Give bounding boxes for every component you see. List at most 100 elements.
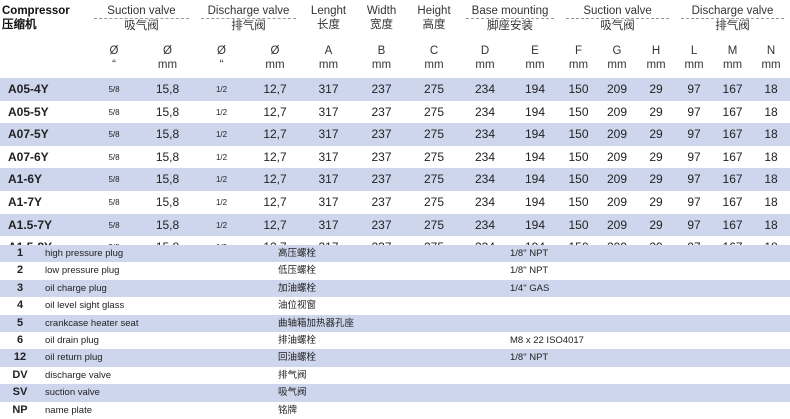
symbol: L <box>690 45 698 57</box>
cell: 18 <box>764 149 778 164</box>
cell: 18 <box>764 194 778 209</box>
model: A05-4Y <box>0 78 88 101</box>
header-cn: 吸气阀 <box>124 20 159 32</box>
cell: 317 <box>318 104 339 119</box>
cell: 194 <box>510 168 561 191</box>
fraction: 5/8 <box>108 130 120 140</box>
description-cn: 低压螺栓 <box>278 265 317 277</box>
fraction: 5/8 <box>108 220 120 230</box>
unit: mm <box>424 59 444 71</box>
cell: 237 <box>371 149 392 164</box>
cell: 5/8 <box>88 146 140 169</box>
description: suction valve <box>45 387 100 399</box>
unit: mm <box>157 59 178 71</box>
cell: 29 <box>637 168 676 191</box>
legend-row: 1 high pressure plug 高压螺栓 1/8" NPT <box>0 245 790 263</box>
cell: 12,7 <box>263 104 287 119</box>
unit: mm <box>568 59 589 71</box>
spec: 1/8" NPT <box>510 248 549 259</box>
header-cn: 高度 <box>422 19 446 31</box>
cell: 209 <box>607 149 628 164</box>
description-cn: 高压螺栓 <box>278 248 317 259</box>
cell: 275 <box>408 123 461 146</box>
symbol: B <box>377 45 386 57</box>
symbol: C <box>429 45 439 57</box>
cell: 234 <box>475 149 496 164</box>
cell: 209 <box>597 78 638 101</box>
legend-row: 12 oil return plug 回油螺栓 1/8" NPT <box>0 349 790 367</box>
description-cn: 加油螺栓 <box>278 282 317 294</box>
symbol: A <box>324 45 333 57</box>
fraction: 1/2 <box>215 152 228 162</box>
cell: 167 <box>722 149 743 164</box>
header-cn: 排气阀 <box>715 20 750 32</box>
header-en: Base mounting <box>466 4 555 19</box>
fraction: 5/8 <box>108 175 120 185</box>
cell: 150 <box>568 194 589 209</box>
cell: 150 <box>560 168 598 191</box>
description: high pressure plug <box>45 248 124 259</box>
cell: 167 <box>713 78 753 101</box>
cell: 12,7 <box>248 123 303 146</box>
unit: mm <box>475 59 495 71</box>
header-en: Height <box>417 5 451 17</box>
legend-row: SV suction valve 吸气阀 <box>0 384 790 402</box>
cell: 97 <box>675 123 714 146</box>
header-cn: 脚座安装 <box>487 20 534 32</box>
cell: 317 <box>302 78 356 101</box>
cell: 97 <box>687 104 701 119</box>
cell: 18 <box>752 213 790 237</box>
header-en: Compressor <box>2 5 70 17</box>
cell: 12,7 <box>248 168 303 191</box>
header-cn: 吸气阀 <box>600 20 635 32</box>
cell: 209 <box>607 194 628 209</box>
fraction: 1/2 <box>215 107 228 117</box>
cell: 15,8 <box>140 213 195 237</box>
cell: 194 <box>525 104 546 119</box>
cell: 237 <box>371 104 392 119</box>
description-cn: 回油螺栓 <box>278 352 317 364</box>
cell: 167 <box>713 123 753 146</box>
cell: 97 <box>675 168 714 191</box>
cell: 29 <box>637 78 676 101</box>
spec-table: Compressor 压缩机 Suction valve 吸气阀 Discharge v… <box>0 4 790 254</box>
cell: 5/8 <box>88 191 140 214</box>
cell: 237 <box>371 194 392 209</box>
cell: 237 <box>355 213 409 237</box>
description: name plate <box>45 404 93 416</box>
unit: mm <box>761 59 781 71</box>
cell: 29 <box>637 213 676 237</box>
spec: 1/8" NPT <box>510 352 549 364</box>
description-cn: 铭牌 <box>278 404 298 416</box>
cell: 5/8 <box>88 78 140 101</box>
header-en: Discharge valve <box>201 4 297 19</box>
cell: 15,8 <box>155 104 180 119</box>
legend-row: 6 oil drain plug 排油螺栓 M8 x 22 ISO4017 <box>0 332 790 349</box>
data-row: A05-5Y 5/8 15,8 1/2 12,7 317 237 275 234 194 150 20… <box>0 101 790 124</box>
fraction: 1/2 <box>215 85 228 94</box>
subheader: Ø “ <box>88 42 140 78</box>
legend-row: DV discharge valve 排气阀 <box>0 367 790 384</box>
cell: 209 <box>597 168 638 191</box>
cell: 237 <box>355 168 409 191</box>
symbol: N <box>766 45 776 57</box>
description: oil drain plug <box>45 334 99 346</box>
cell: 15,8 <box>140 123 195 146</box>
legend: 1 high pressure plug 高压螺栓 1/8" NPT 2 low pres… <box>0 245 790 419</box>
cell: 1/2 <box>195 213 248 237</box>
cell: 5/8 <box>88 213 140 237</box>
cell: 150 <box>568 149 589 164</box>
cell: 234 <box>475 194 496 209</box>
header-cn: 压缩机 <box>2 19 37 31</box>
data-row: A07-6Y 5/8 15,8 1/2 12,7 317 237 275 234 194 150 20… <box>0 146 790 169</box>
subheader: Ø “ <box>195 42 248 78</box>
key: 4 <box>16 299 24 312</box>
cell: 5/8 <box>88 168 140 191</box>
